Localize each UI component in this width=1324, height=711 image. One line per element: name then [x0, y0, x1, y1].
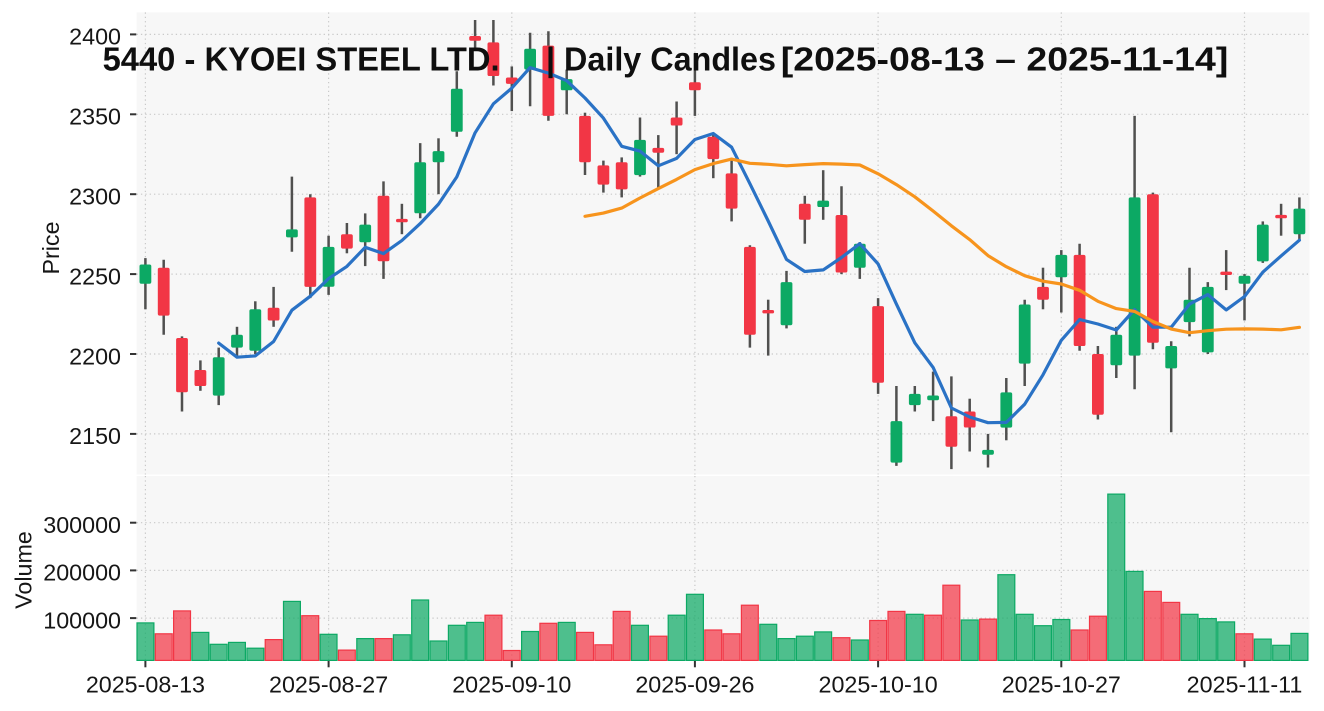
- svg-text:| Daily Candles: | Daily Candles: [546, 42, 776, 79]
- svg-text:Price: Price: [38, 221, 64, 274]
- svg-text:5440 - KYOEI STEEL LTD.: 5440 - KYOEI STEEL LTD.: [103, 42, 500, 79]
- svg-text:2150: 2150: [69, 423, 121, 449]
- svg-text:[2025-08-13 – 2025-11-14]: [2025-08-13 – 2025-11-14]: [781, 42, 1229, 79]
- svg-text:200000: 200000: [43, 560, 121, 586]
- svg-text:2350: 2350: [69, 104, 121, 130]
- svg-text:2025-09-26: 2025-09-26: [635, 672, 754, 698]
- svg-text:2025-10-10: 2025-10-10: [819, 672, 938, 698]
- svg-text:2025-08-13: 2025-08-13: [86, 672, 205, 698]
- svg-text:2025-11-11: 2025-11-11: [1187, 672, 1303, 698]
- svg-text:2025-10-27: 2025-10-27: [1002, 672, 1121, 698]
- svg-text:2025-09-10: 2025-09-10: [452, 672, 571, 698]
- svg-text:2250: 2250: [69, 263, 121, 289]
- svg-text:100000: 100000: [43, 607, 121, 633]
- svg-text:2300: 2300: [69, 184, 121, 210]
- svg-text:300000: 300000: [43, 512, 121, 538]
- svg-text:Volume: Volume: [11, 531, 37, 609]
- svg-text:2200: 2200: [69, 343, 121, 369]
- svg-text:2025-08-27: 2025-08-27: [269, 672, 388, 698]
- svg-text:2400: 2400: [69, 24, 121, 50]
